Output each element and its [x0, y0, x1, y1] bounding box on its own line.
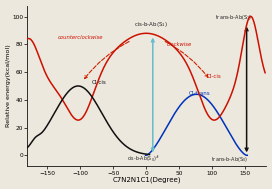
Text: CI-cis: CI-cis	[206, 74, 221, 79]
Text: trans-b-Ab(S$_0$): trans-b-Ab(S$_0$)	[211, 155, 249, 164]
X-axis label: C7N2N1C1(Degree): C7N2N1C1(Degree)	[113, 177, 181, 184]
Text: clockwise: clockwise	[166, 42, 192, 47]
Text: CI-trans: CI-trans	[189, 91, 211, 96]
Text: counterclockwise: counterclockwise	[57, 35, 103, 40]
Y-axis label: Relative energy(kcal/mol): Relative energy(kcal/mol)	[5, 45, 11, 127]
Text: cis-b-Ab(S$_1$): cis-b-Ab(S$_1$)	[134, 20, 168, 29]
Text: trans-b-Ab(S$_1$): trans-b-Ab(S$_1$)	[215, 13, 252, 22]
Text: CI-cis: CI-cis	[92, 80, 107, 85]
Text: cis-b-Ab(S$_0$)$^{\#}$: cis-b-Ab(S$_0$)$^{\#}$	[126, 153, 159, 164]
